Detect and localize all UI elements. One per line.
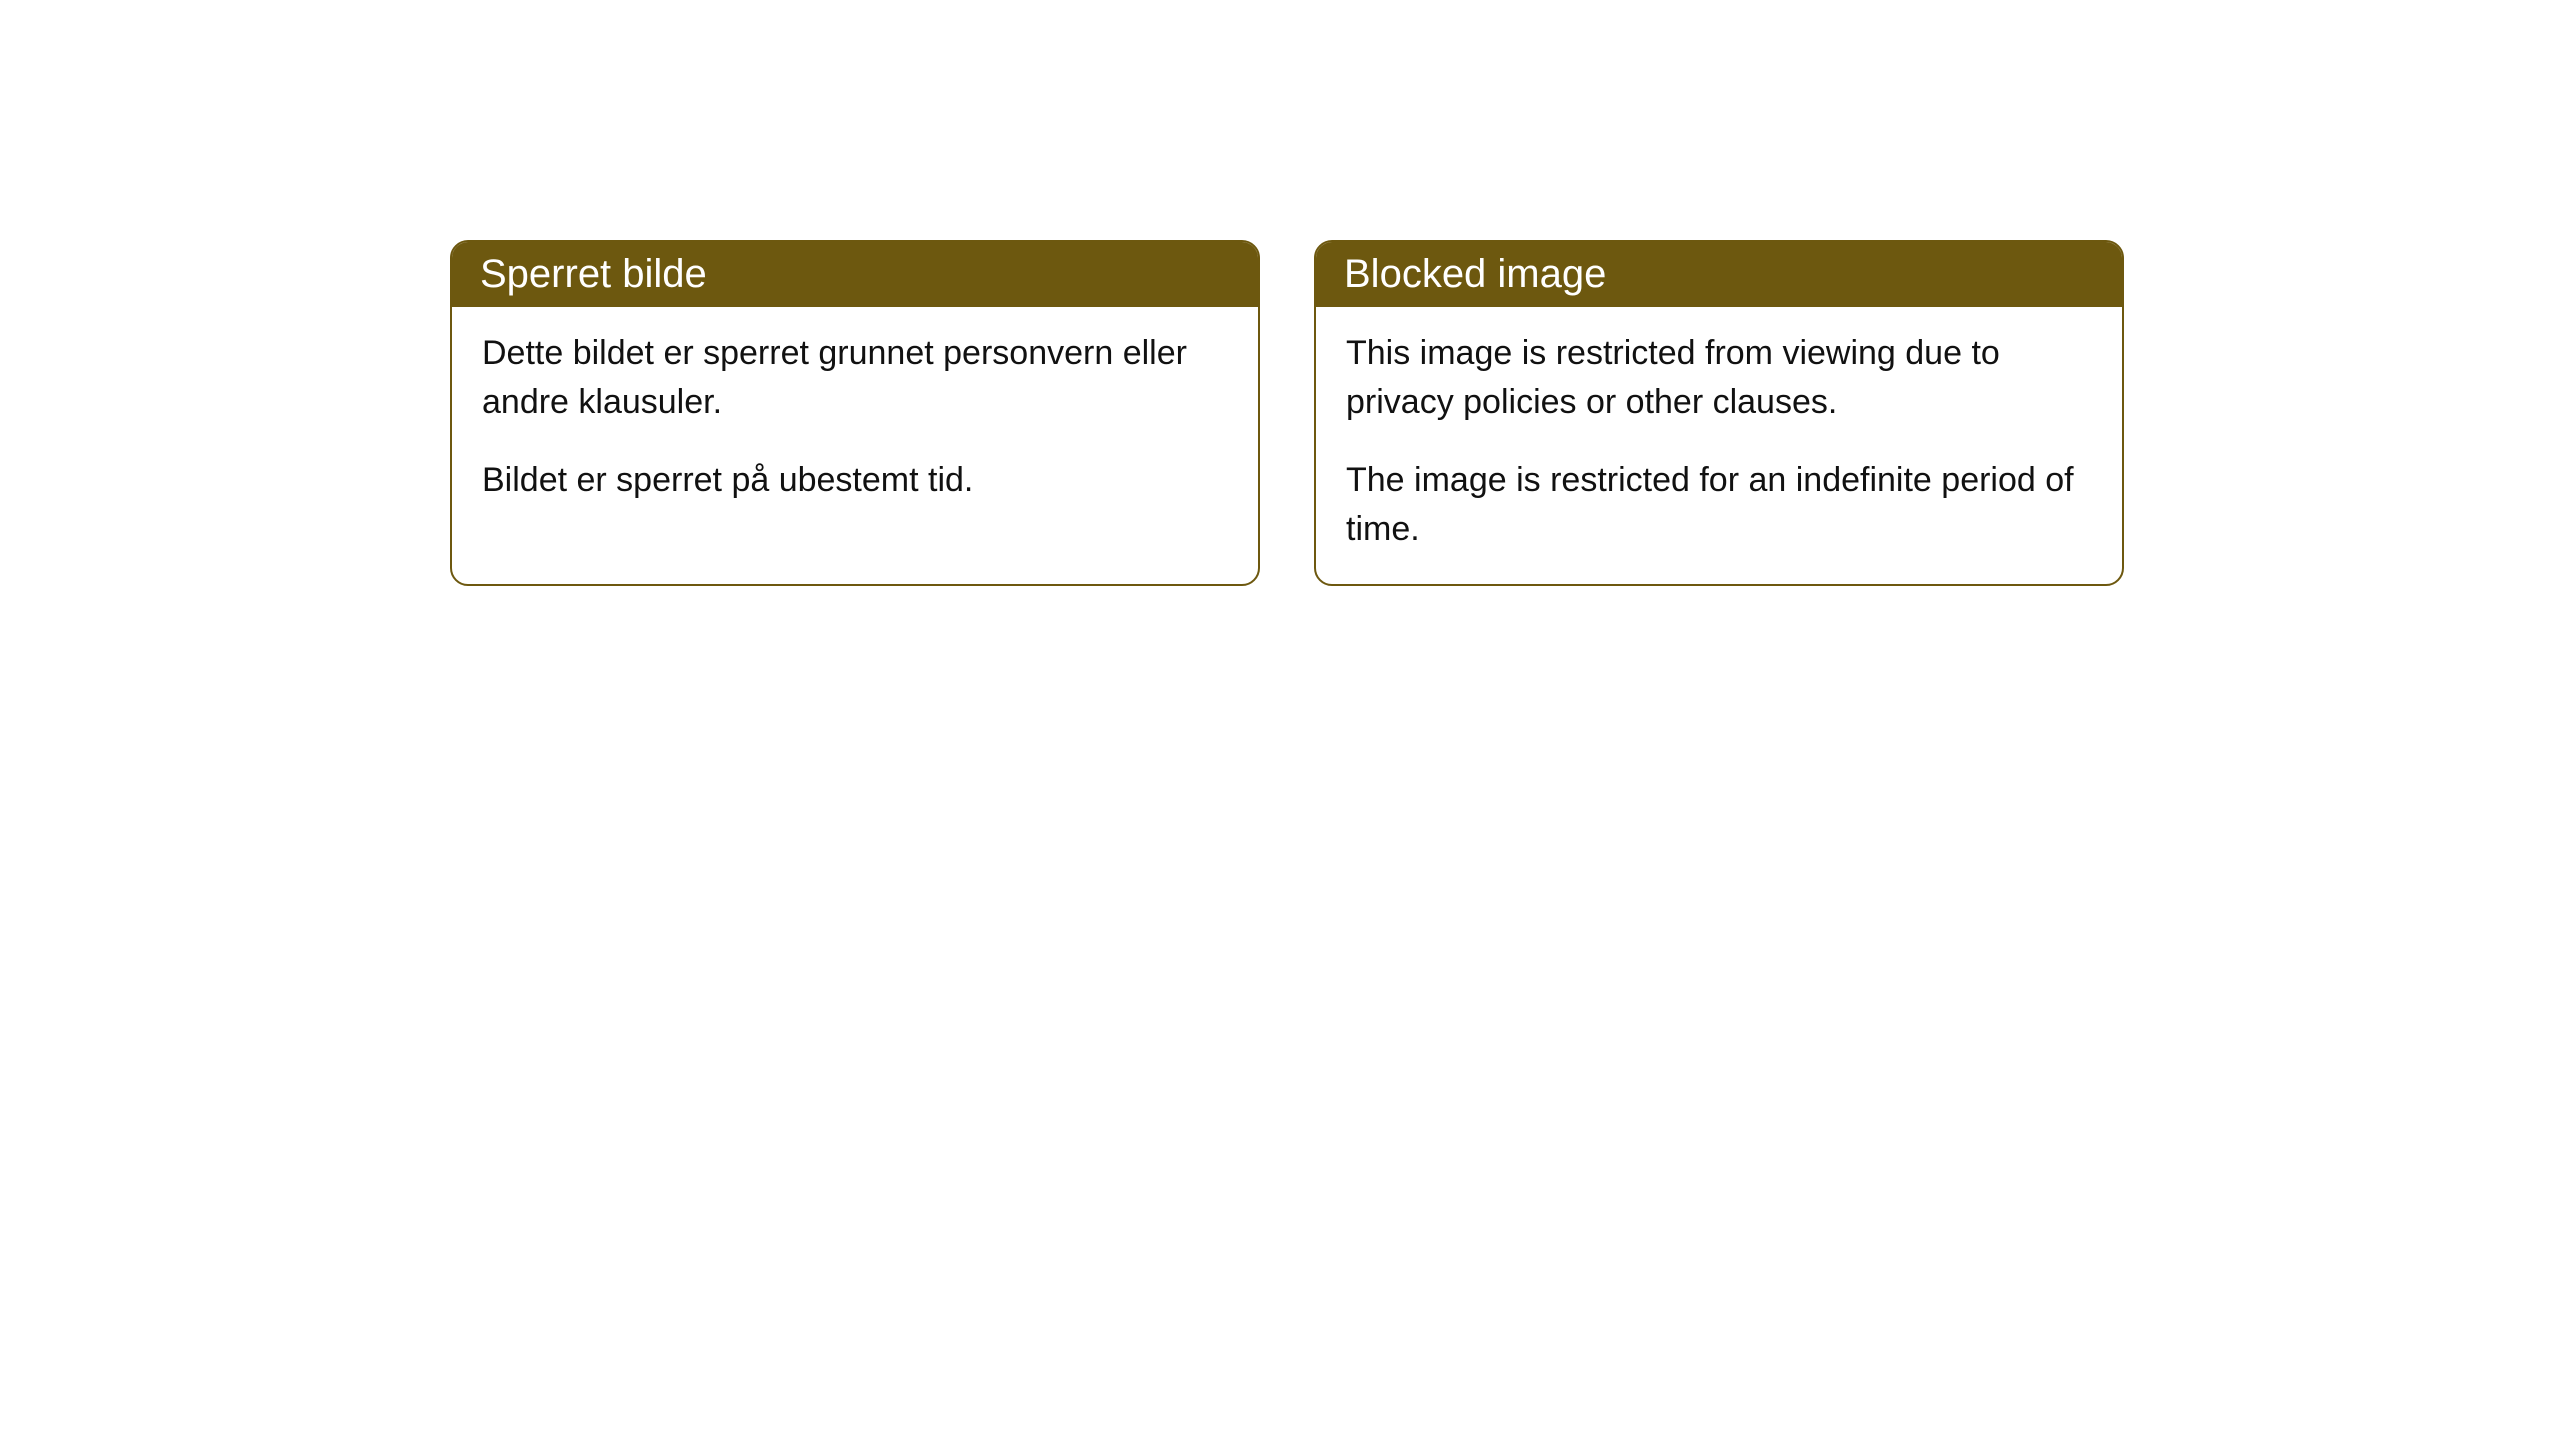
notice-card-norwegian: Sperret bilde Dette bildet er sperret gr…	[450, 240, 1260, 586]
card-header: Sperret bilde	[452, 242, 1258, 307]
card-header: Blocked image	[1316, 242, 2122, 307]
card-header-text: Sperret bilde	[480, 252, 707, 296]
card-body: Dette bildet er sperret grunnet personve…	[452, 307, 1258, 535]
card-paragraph: The image is restricted for an indefinit…	[1346, 456, 2092, 555]
card-paragraph: Bildet er sperret på ubestemt tid.	[482, 456, 1228, 505]
card-body: This image is restricted from viewing du…	[1316, 307, 2122, 584]
card-paragraph: Dette bildet er sperret grunnet personve…	[482, 329, 1228, 428]
card-header-text: Blocked image	[1344, 252, 1606, 296]
notice-card-english: Blocked image This image is restricted f…	[1314, 240, 2124, 586]
notice-cards-container: Sperret bilde Dette bildet er sperret gr…	[450, 240, 2124, 586]
card-paragraph: This image is restricted from viewing du…	[1346, 329, 2092, 428]
